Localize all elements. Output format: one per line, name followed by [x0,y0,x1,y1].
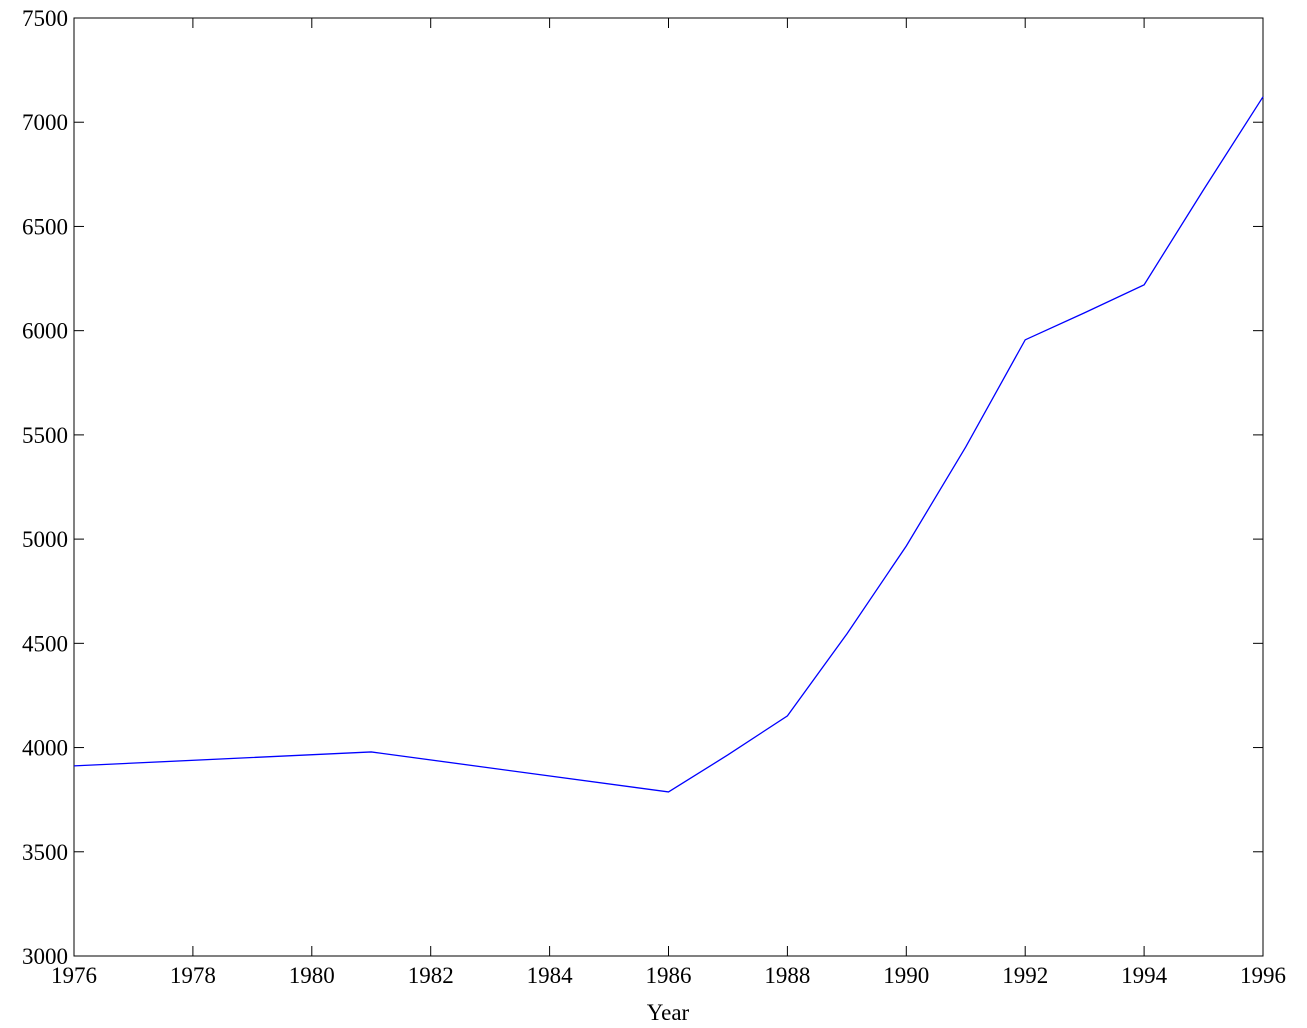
x-tick-label: 1994 [1121,963,1168,988]
data-line [73,96,1264,793]
x-tick-label: 1980 [289,963,335,988]
x-tick-label: 1976 [51,963,97,988]
y-tick-label: 4000 [22,736,68,761]
plot-frame [73,17,1264,957]
x-tick-label: 1990 [883,963,929,988]
y-tick-label: 7500 [22,6,68,31]
x-axis-label: Year [647,1000,690,1025]
y-tick-label: 4500 [22,631,68,656]
x-tick-label: 1986 [646,963,692,988]
x-tick-label: 1984 [527,963,574,988]
y-tick-label: 5000 [22,527,68,552]
x-tick-label: 1992 [1002,963,1048,988]
y-tick-label: 7000 [22,110,68,135]
y-tick-label: 6500 [22,214,68,239]
y-tick-label: 3500 [22,840,68,865]
y-tick-label: 5500 [22,423,68,448]
x-tick-label: 1996 [1240,963,1286,988]
x-tick-label: 1988 [764,963,810,988]
y-tick-label: 3000 [22,944,68,969]
x-tick-label: 1982 [408,963,454,988]
y-tick-label: 6000 [22,319,68,344]
x-tick-label: 1978 [170,963,216,988]
